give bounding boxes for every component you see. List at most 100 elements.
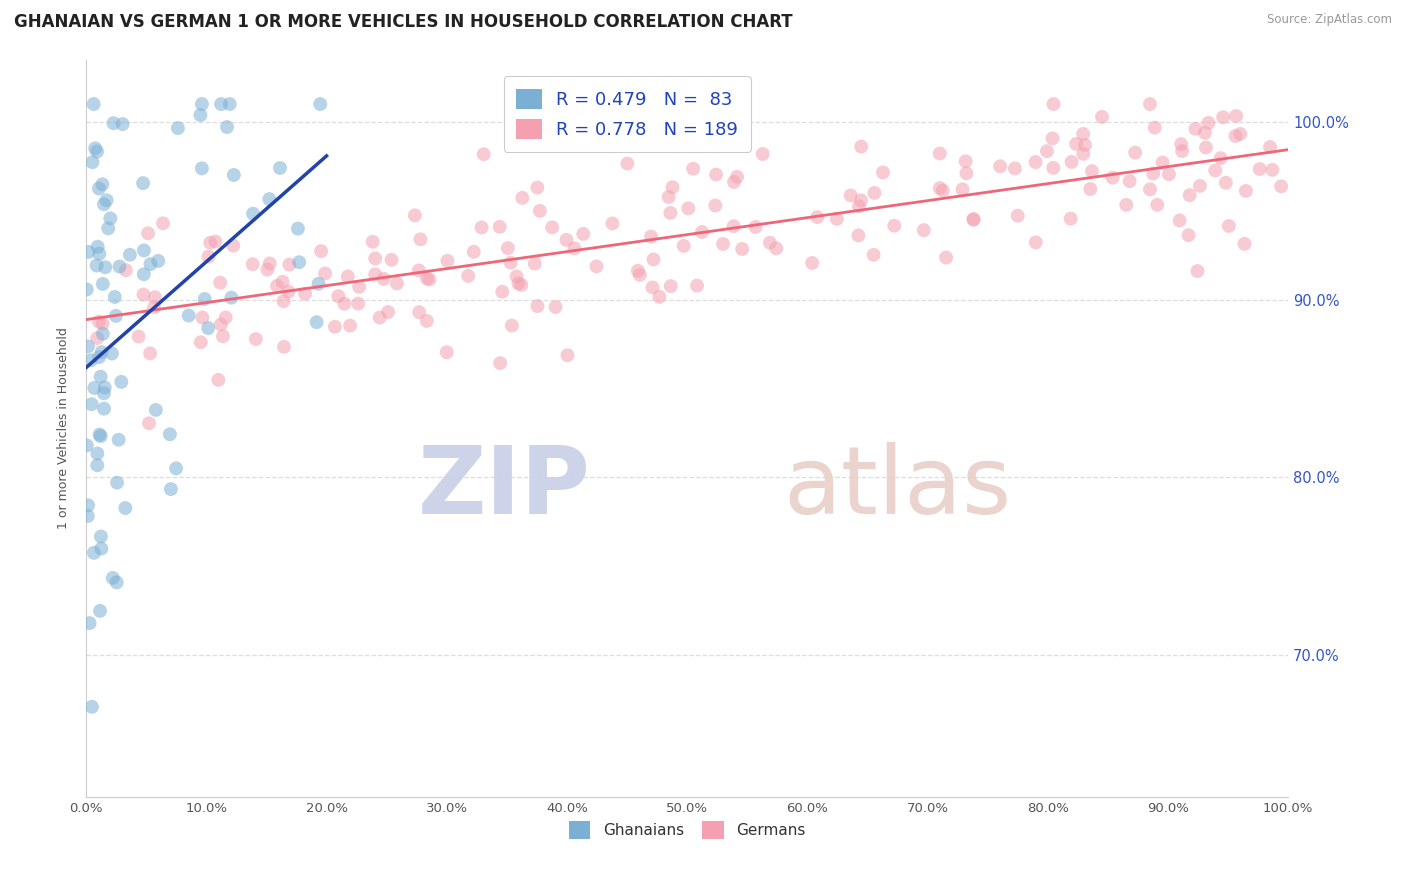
Point (690, 225, 713, 239)
Point (76, 438, 98, 452)
Point (955, 154, 977, 169)
Point (711, 236, 734, 251)
Point (83, 546, 105, 560)
Point (883, 219, 905, 233)
Point (572, 227, 595, 241)
Point (80, 699, 103, 714)
Point (416, 271, 439, 285)
Text: atlas: atlas (783, 442, 1011, 533)
Point (114, 501, 136, 516)
Point (557, 348, 579, 362)
Point (628, 268, 651, 282)
Point (143, 290, 166, 304)
Point (564, 241, 586, 255)
Point (643, 252, 665, 267)
Point (132, 267, 155, 281)
Point (86, 145, 108, 159)
Point (1143, 120, 1166, 135)
Point (678, 202, 700, 216)
Point (616, 156, 638, 170)
Point (1042, 131, 1064, 145)
Point (132, 244, 155, 258)
Point (132, 176, 155, 190)
Point (328, 289, 350, 303)
Point (544, 300, 567, 314)
Point (686, 278, 709, 293)
Point (139, 346, 162, 360)
Point (1036, 144, 1059, 158)
Point (90, 529, 112, 543)
Point (1249, 162, 1271, 177)
Point (935, 251, 957, 265)
Point (1078, 182, 1101, 196)
Point (1225, 109, 1247, 123)
Point (77, 244, 100, 259)
Point (288, 255, 311, 269)
Point (1146, 198, 1168, 212)
Point (221, 291, 243, 305)
Point (77, 339, 100, 353)
Point (77, 498, 100, 512)
Point (91, 317, 114, 331)
Legend: Ghanaians, Germans: Ghanaians, Germans (562, 815, 811, 845)
Point (91, 277, 114, 291)
Point (339, 318, 361, 333)
Point (1118, 174, 1140, 188)
Point (641, 280, 664, 294)
Point (200, 235, 222, 250)
Point (101, 346, 124, 360)
Point (111, 117, 134, 131)
Point (108, 260, 131, 274)
Point (704, 168, 727, 182)
Point (1142, 166, 1164, 180)
Point (101, 571, 124, 585)
Point (932, 184, 955, 198)
Point (508, 277, 530, 291)
Point (526, 180, 548, 194)
Point (139, 257, 162, 271)
Text: GHANAIAN VS GERMAN 1 OR MORE VEHICLES IN HOUSEHOLD CORRELATION CHART: GHANAIAN VS GERMAN 1 OR MORE VEHICLES IN… (14, 13, 793, 31)
Point (988, 159, 1011, 173)
Point (277, 285, 299, 299)
Point (1004, 161, 1026, 176)
Point (510, 191, 533, 205)
Point (1139, 182, 1161, 196)
Point (1187, 264, 1209, 278)
Point (806, 210, 828, 224)
Point (928, 146, 950, 161)
Point (190, 108, 212, 122)
Point (361, 235, 384, 249)
Point (408, 263, 430, 277)
Point (215, 310, 238, 325)
Point (1064, 136, 1087, 151)
Point (94, 260, 117, 275)
Point (207, 373, 229, 387)
Point (1225, 128, 1247, 143)
Point (132, 287, 155, 301)
Point (215, 120, 238, 134)
Point (848, 199, 870, 213)
Point (242, 257, 264, 271)
Point (541, 220, 564, 235)
Point (1042, 161, 1064, 175)
Point (731, 242, 754, 256)
Point (862, 248, 884, 262)
Point (242, 207, 264, 221)
Point (659, 206, 682, 220)
Point (1198, 116, 1220, 130)
Point (501, 318, 523, 333)
Point (489, 356, 512, 370)
Point (212, 329, 235, 343)
Point (672, 239, 695, 253)
Point (308, 277, 330, 291)
Point (928, 181, 950, 195)
Point (197, 321, 219, 335)
Point (105, 575, 128, 590)
Point (1101, 170, 1123, 185)
Point (333, 297, 356, 311)
Point (118, 248, 141, 262)
Point (602, 217, 624, 231)
Y-axis label: 1 or more Vehicles in Household: 1 or more Vehicles in Household (58, 327, 70, 530)
Point (222, 168, 245, 182)
Point (191, 97, 214, 112)
